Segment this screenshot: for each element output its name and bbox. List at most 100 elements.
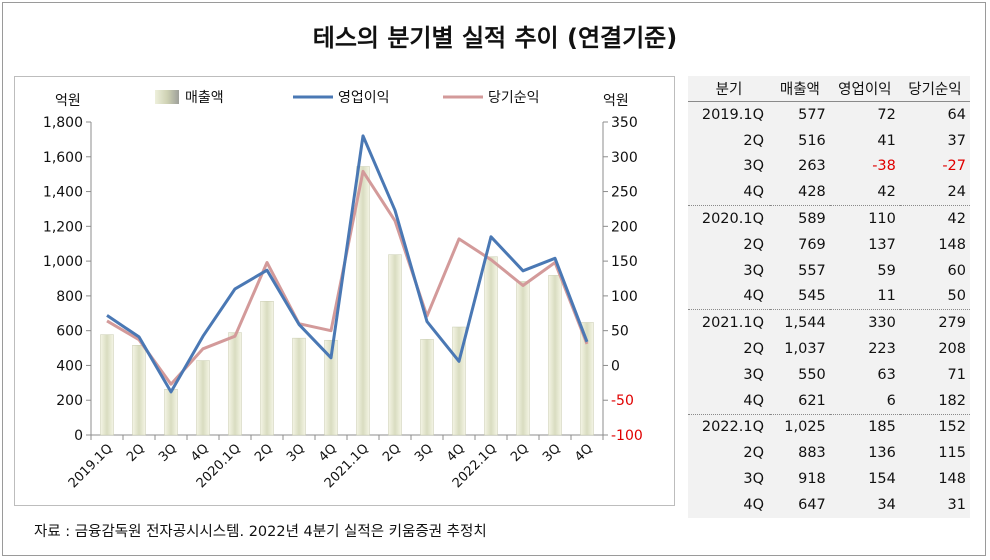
table-cell-op: 185: [829, 413, 900, 441]
table-cell-q: 4Q: [743, 392, 764, 409]
bar-sales: [260, 301, 274, 436]
table-cell-op: 34: [877, 496, 896, 513]
bar-sales: [100, 334, 114, 436]
table-row: 2Q 1,037 223 208: [688, 336, 970, 362]
table-cell-net: 152: [899, 413, 970, 441]
table-row: 4Q 428 42 24: [688, 179, 970, 205]
table-cell-sales: 516: [798, 132, 826, 149]
bar-sales: [164, 389, 178, 436]
line-net-income: [106, 169, 589, 386]
table-header-row: 분기 매출액 영업이익 당기순익: [688, 76, 970, 102]
x-tick-label: 2Q: [380, 441, 404, 465]
table-cell-q: 4Q: [743, 496, 764, 513]
page-title: 테스의 분기별 실적 추이 (연결기준): [312, 24, 678, 52]
y-left-tick-label: 400: [56, 358, 83, 374]
legend-label-sales: 매출액: [185, 90, 224, 106]
combo-chart: 0 200 400 600 800 1,000 1,200 1,400 1,600 1,800 -1…: [43, 90, 643, 491]
table-cell-op: 72: [877, 106, 896, 123]
table-cell-q: 3Q: [743, 366, 764, 383]
bar-sales: [580, 322, 594, 436]
table-cell-sales: 769: [798, 236, 826, 253]
table-cell-q: 2022.1Q: [688, 413, 770, 441]
table-cell-q: 2Q: [743, 236, 764, 253]
bar-sales: [132, 345, 146, 436]
table-cell-op: 42: [877, 184, 896, 201]
table-row: 3Q 263 -38 -27: [688, 154, 970, 180]
table-cell-sales: 550: [798, 366, 826, 383]
x-tick-label: 4Q: [572, 441, 596, 465]
table-cell-net: 148: [938, 471, 966, 488]
x-tick-label: 4Q: [444, 441, 468, 465]
table-cell-q: 2Q: [743, 341, 764, 358]
data-table: 분기 매출액 영업이익 당기순익 2019.1Q 577 72 64 2Q 516 41 37 3Q 2…: [688, 76, 970, 518]
table-cell-sales: 1,544: [770, 309, 830, 337]
table-cell-sales: 545: [798, 288, 826, 305]
table-cell-q: 3Q: [743, 471, 764, 488]
table-cell-op: 11: [877, 288, 896, 305]
table-cell-sales: 263: [798, 158, 826, 175]
table-cell-op: 154: [868, 471, 896, 488]
table-cell-op: 63: [877, 366, 896, 383]
table-header-0: 분기: [688, 76, 770, 102]
bar-sales: [196, 360, 210, 436]
y-right-tick-label: 50: [611, 324, 629, 340]
bar-sales: [292, 337, 306, 436]
x-tick-label: 2Q: [124, 441, 148, 465]
y-right-tick-label: -50: [611, 393, 634, 409]
table-row: 2021.1Q 1,544 330 279: [688, 309, 970, 337]
bar-sales: [548, 275, 562, 436]
table-cell-net: 115: [938, 445, 966, 462]
y-left-unit: 억원: [55, 93, 81, 109]
table-cell-net: 182: [938, 392, 966, 409]
table-cell-q: 3Q: [743, 158, 764, 175]
table-row: 3Q 557 59 60: [688, 258, 970, 284]
y-right-tick-label: 300: [611, 150, 638, 166]
chart-panel: 0 200 400 600 800 1,000 1,200 1,400 1,600 1,800 -1…: [14, 76, 675, 506]
bar-sales: [388, 254, 402, 436]
table-cell-q: 3Q: [743, 262, 764, 279]
table-cell-op: 6: [886, 392, 896, 409]
table-cell-q: 4Q: [743, 184, 764, 201]
table-cell-q: 2020.1Q: [688, 205, 770, 232]
table-cell-q: 2019.1Q: [701, 106, 764, 123]
legend-label-operating-profit: 영업이익: [338, 90, 390, 106]
y-left-tick-label: 1,200: [43, 219, 83, 235]
table-cell-net: 50: [947, 288, 966, 305]
bar-sales: [420, 339, 434, 436]
y-right-tick-label: 100: [611, 289, 638, 305]
y-left-tick-label: 1,000: [43, 254, 83, 270]
x-tick-label: 3Q: [540, 441, 564, 465]
table-cell-sales: 557: [798, 262, 826, 279]
table-body: 2019.1Q 577 72 64 2Q 516 41 37 3Q 263 -38 -27 4Q 428 4…: [688, 102, 970, 518]
table-row: 2020.1Q 589 110 42: [688, 205, 970, 232]
x-tick-label: 4Q: [316, 441, 340, 465]
y-left-tick-label: 1,600: [43, 150, 83, 166]
table-cell-sales: 647: [798, 496, 826, 513]
table-cell-sales: 577: [798, 106, 826, 123]
table-row: 4Q 621 6 182: [688, 388, 970, 414]
y-right-unit: 억원: [603, 93, 629, 109]
table-header-1: 매출액: [770, 76, 830, 102]
table-cell-net: 60: [947, 262, 966, 279]
table-cell-sales: 589: [770, 205, 830, 232]
table-cell-sales: 883: [798, 445, 826, 462]
table-cell-net: 37: [947, 132, 966, 149]
table-cell-sales: 1,037: [784, 341, 826, 358]
y-left-tick-label: 800: [56, 289, 83, 305]
y-right-tick-label: -100: [611, 428, 643, 444]
table-cell-op: 41: [877, 132, 896, 149]
table-row: 2022.1Q 1,025 185 152: [688, 413, 970, 441]
table-cell-op: -38: [872, 158, 896, 175]
table-row: 4Q 545 11 50: [688, 284, 970, 310]
table-cell-op: 136: [868, 445, 896, 462]
data-table-panel: 분기 매출액 영업이익 당기순익 2019.1Q 577 72 64 2Q 516 41 37 3Q 2…: [688, 76, 970, 518]
y-right-tick-label: 200: [611, 219, 638, 235]
table-row: 2Q 769 137 148: [688, 232, 970, 258]
bar-sales: [228, 332, 242, 436]
y-left-tick-label: 1,400: [43, 185, 83, 201]
table-row: 4Q 647 34 31: [688, 492, 970, 518]
table-header-3: 당기순익: [899, 76, 970, 102]
table-cell-op: 223: [868, 341, 896, 358]
table-row: 2Q 883 136 115: [688, 440, 970, 466]
